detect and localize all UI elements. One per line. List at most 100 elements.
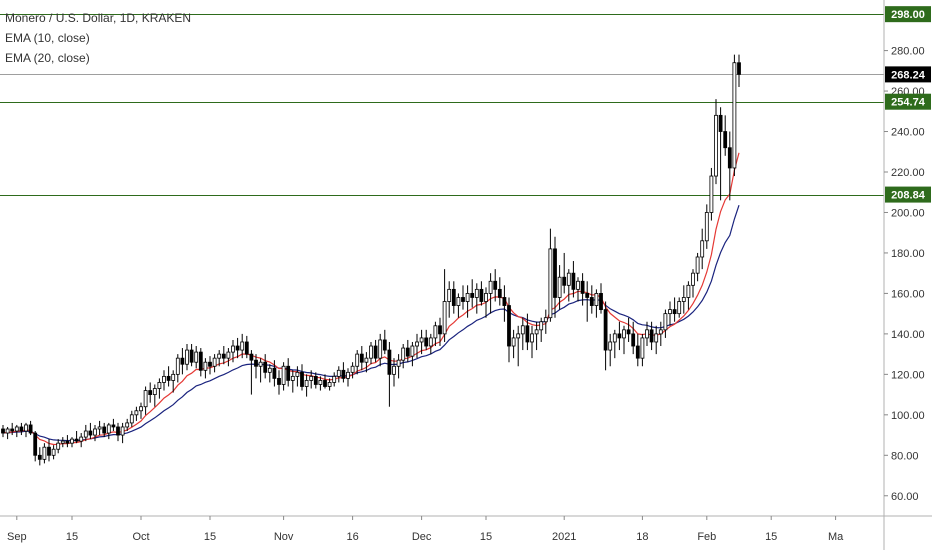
candle-body (42, 446, 47, 460)
candle-body (516, 333, 521, 339)
candle-body (10, 428, 15, 432)
candle (553, 236, 557, 318)
candle (539, 317, 544, 342)
y-tick-label: 240.00 (891, 127, 925, 139)
candle (19, 422, 24, 436)
candle (244, 335, 249, 359)
candle (594, 289, 599, 318)
candle-body (263, 361, 268, 373)
candle-body (102, 426, 107, 434)
candle (548, 228, 553, 322)
candle-body (189, 349, 194, 363)
candle (249, 350, 254, 395)
candle (226, 348, 231, 367)
candle-body (608, 341, 613, 351)
candle (166, 366, 171, 387)
y-tick-label: 180.00 (891, 248, 925, 260)
candle (543, 309, 548, 334)
candle (56, 439, 61, 454)
candle-body (727, 147, 732, 169)
candle (737, 54, 741, 88)
candle (732, 54, 737, 177)
candle-body (240, 341, 245, 351)
candle-body (139, 406, 143, 412)
candle-body (677, 301, 682, 315)
candle-body (373, 345, 378, 359)
candle-body (723, 131, 728, 149)
candle-body (451, 288, 456, 306)
time-axis[interactable]: Sep 15 Oct 15 Nov 16 Dec 15 2021 18 Feb 15 Ma (0, 515, 932, 543)
candle (714, 99, 718, 185)
candle (332, 372, 337, 387)
candle (691, 269, 695, 298)
candle-body (327, 382, 332, 387)
candle (102, 422, 107, 438)
x-tick-label: Ma (828, 531, 844, 543)
candle (405, 339, 410, 363)
candle (369, 341, 373, 365)
chart-title[interactable]: Monero / U.S. Dollar, 1D, KRAKEN (5, 11, 192, 25)
candle-body (645, 329, 649, 339)
candle (106, 422, 111, 440)
candle-body (295, 371, 300, 377)
candle (277, 370, 281, 395)
candle (254, 354, 258, 379)
candle-body (79, 436, 84, 442)
candle-body (106, 424, 111, 434)
candle-body (208, 361, 212, 367)
y-tick-label: 280.00 (891, 46, 925, 58)
candle (603, 301, 608, 371)
candle-body (318, 380, 323, 385)
candle-body (359, 353, 364, 363)
candle-body (709, 175, 714, 213)
candle (654, 325, 659, 355)
candle (221, 346, 226, 365)
candle-body (714, 114, 718, 177)
candle-body (235, 345, 240, 351)
candle-body (631, 333, 636, 347)
candle-body (267, 367, 272, 373)
candle-body (203, 361, 208, 371)
candle-body (562, 276, 567, 286)
candle-body (47, 446, 51, 456)
candle (727, 131, 732, 201)
candle (484, 287, 488, 318)
candle-body (474, 288, 479, 298)
candle (451, 281, 456, 314)
chart-legend: Monero / U.S. Dollar, 1D, KRAKEN EMA (10… (5, 8, 191, 68)
candle-body (539, 321, 544, 331)
candle (14, 424, 19, 438)
candle (470, 279, 475, 308)
candle (93, 424, 97, 442)
candle (346, 368, 350, 387)
legend-ema20[interactable]: EMA (20, close) (5, 51, 90, 65)
candle (626, 317, 631, 342)
candle-body (364, 357, 369, 363)
candle (79, 433, 84, 448)
candle (704, 204, 709, 249)
candle (74, 431, 79, 444)
candle (350, 362, 355, 379)
price-axis[interactable]: 60.00 80.00 100.00 120.00 140.00 160.00 180.00… (883, 0, 925, 550)
candle (631, 321, 636, 355)
candle-body (258, 361, 263, 367)
candle (341, 362, 346, 383)
candle (447, 281, 452, 318)
candle-body (231, 345, 235, 353)
candle (571, 261, 576, 298)
candle (139, 402, 143, 419)
candle-body (111, 424, 116, 428)
y-tick-label: 220.00 (891, 167, 925, 179)
legend-ema10[interactable]: EMA (10, close) (5, 31, 90, 45)
candle (663, 309, 668, 338)
candle (300, 364, 304, 391)
candle-body (355, 353, 360, 367)
candles (1, 54, 741, 466)
candle (33, 431, 38, 462)
candle (171, 370, 176, 393)
candle (175, 354, 180, 383)
candle-body (649, 329, 654, 343)
candle-body (19, 426, 24, 432)
candle-body (461, 297, 465, 302)
